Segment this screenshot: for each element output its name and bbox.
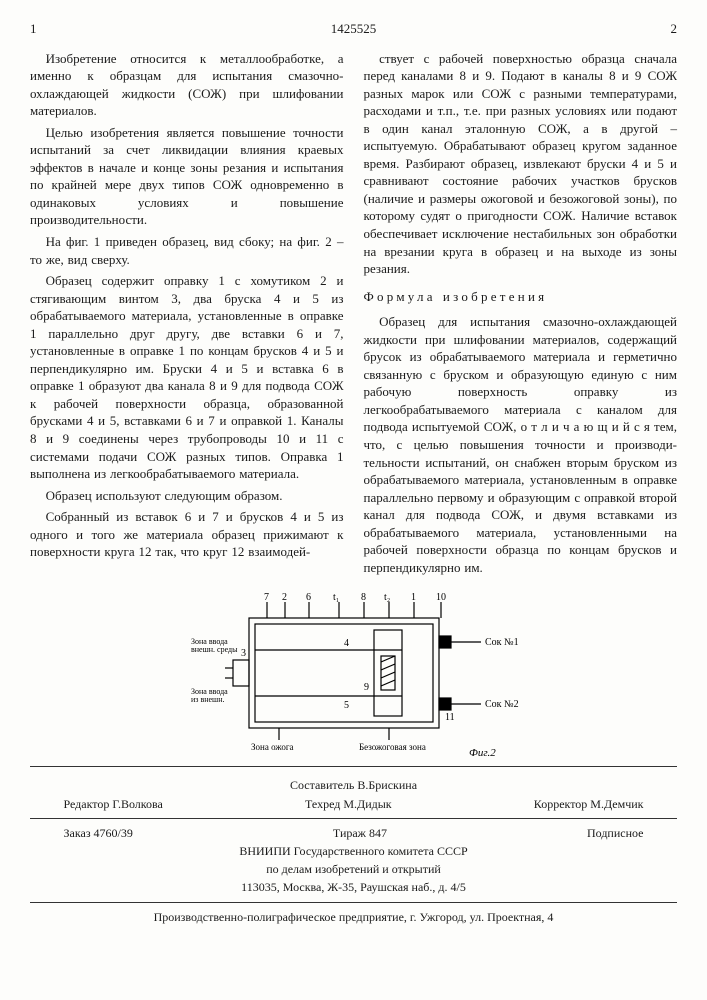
formula-title: Формула изобретения — [364, 288, 678, 306]
fig-caption: Фиг.2 — [469, 747, 496, 759]
label-noburn: Безожоговая зона — [359, 742, 426, 752]
org-line1: ВНИИПИ Государственного комитета СССР — [30, 843, 677, 859]
left-column: Изобретение относится к металло­обработк… — [30, 50, 344, 581]
editor: Редактор Г.Волкова — [64, 796, 163, 812]
text-columns: Изобретение относится к металло­обработк… — [30, 50, 677, 581]
label-burn: Зона ожога — [251, 742, 294, 752]
col-num-left: 1 — [30, 20, 37, 38]
label-6: 6 — [306, 592, 311, 603]
para: Образец используют следующим об­разом. — [30, 487, 344, 505]
address: 113035, Москва, Ж-35, Раушская наб., д. … — [30, 879, 677, 895]
sign: Подписное — [587, 825, 644, 841]
svg-text:из внешн.: из внешн. — [191, 695, 225, 704]
tirage: Тираж 847 — [333, 825, 387, 841]
claim: Образец для испытания смазочно-ох­лаждаю… — [364, 313, 678, 576]
order-no: Заказ 4760/39 — [64, 825, 133, 841]
label-sok1: Сок №1 — [485, 637, 519, 648]
label-7: 7 — [264, 592, 269, 603]
right-column: ствует с рабочей поверхностью образца сн… — [364, 50, 678, 581]
techred: Техред М.Дидык — [305, 796, 392, 812]
compiler: Составитель В.Брискина — [30, 777, 677, 793]
org-line2: по делам изобретений и открытий — [30, 861, 677, 877]
label-8: 8 — [361, 592, 366, 603]
para: Изобретение относится к металло­обработк… — [30, 50, 344, 120]
svg-text:9: 9 — [364, 682, 369, 693]
label-t1: t₁ — [333, 592, 339, 603]
label-2: 2 — [282, 592, 287, 603]
patent-number: 1425525 — [331, 20, 377, 38]
svg-text:11: 11 — [445, 712, 455, 723]
corrector: Корректор М.Демчик — [534, 796, 644, 812]
para: Собранный из вставок 6 и 7 и брус­ков 4 … — [30, 508, 344, 561]
svg-text:5: 5 — [344, 700, 349, 711]
label-sok2: Сок №2 — [485, 699, 519, 710]
svg-text:4: 4 — [344, 638, 349, 649]
figure-2-diagram: 7 2 6 t₁ 8 t₂ 1 10 Сок №1 Сок №2 Зона вв… — [189, 590, 519, 760]
col-num-right: 2 — [671, 20, 678, 38]
para: На фиг. 1 приведен образец, вид сбоку; н… — [30, 233, 344, 268]
divider — [30, 766, 677, 767]
footer-block: Составитель В.Брискина Редактор Г.Волков… — [30, 777, 677, 924]
svg-text:внешн. среды: внешн. среды — [191, 645, 238, 654]
para: Образец содержит оправку 1 с хому­тиком … — [30, 272, 344, 483]
para: Целью изобретения является повы­шение то… — [30, 124, 344, 229]
svg-text:3: 3 — [241, 648, 246, 659]
printer: Производственно-полиграфическое предприя… — [30, 909, 677, 925]
page-header: 1 1425525 2 — [30, 20, 677, 38]
para: ствует с рабочей поверхностью образца сн… — [364, 50, 678, 278]
label-10: 10 — [436, 592, 446, 603]
label-1: 1 — [411, 592, 416, 603]
label-t2: t₂ — [384, 592, 390, 603]
